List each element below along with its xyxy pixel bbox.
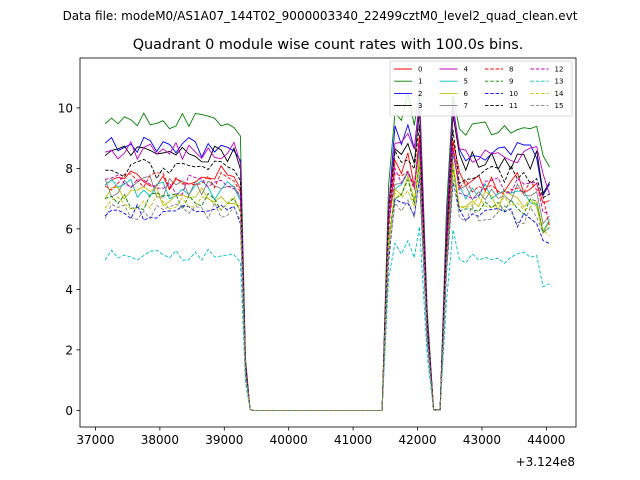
y-tick-label: 4	[65, 283, 73, 297]
x-tick-label: 44000	[527, 433, 565, 447]
legend-label-0: 0	[418, 66, 422, 74]
series-line-11	[105, 124, 550, 411]
y-tick-label: 8	[65, 162, 73, 176]
x-offset-label: +3.124e8	[516, 455, 575, 469]
legend-label-8: 8	[509, 66, 513, 74]
series-line-8	[104, 139, 551, 411]
legend-label-13: 13	[555, 78, 564, 86]
plot-frame	[79, 57, 577, 428]
legend-label-10: 10	[509, 90, 518, 98]
x-tick-label: 37000	[76, 433, 114, 447]
legend-label-15: 15	[555, 102, 564, 110]
y-tick-label: 0	[65, 404, 73, 418]
x-tick-label: 40000	[270, 433, 308, 447]
series-line-14	[104, 164, 550, 411]
x-axis: 37000 38000 39000 40000 41000 42000 43000 44000	[76, 427, 565, 447]
legend-label-9: 9	[509, 78, 513, 86]
x-tick-label: 43000	[463, 433, 501, 447]
legend-label-2: 2	[418, 90, 422, 98]
legend-label-12: 12	[555, 66, 564, 74]
data-file-suptitle: Data file: modeM0/AS1A07_144T02_90000033…	[63, 9, 578, 23]
chart-title: Quadrant 0 module wise count rates with …	[133, 37, 524, 53]
legend-label-4: 4	[464, 66, 469, 74]
series-line-15	[104, 174, 550, 411]
legend-label-5: 5	[464, 78, 468, 86]
x-tick-label: 39000	[205, 433, 243, 447]
x-tick-label: 42000	[398, 433, 436, 447]
legend-label-7: 7	[464, 102, 468, 110]
x-tick-label: 38000	[141, 433, 179, 447]
legend-label-14: 14	[555, 90, 564, 98]
y-tick-label: 10	[58, 101, 73, 115]
y-tick-label: 2	[65, 343, 73, 357]
legend-label-6: 6	[464, 90, 469, 98]
y-tick-label: 6	[65, 222, 73, 236]
legend-label-11: 11	[509, 102, 518, 110]
series-line-13	[104, 226, 550, 411]
series-lines	[104, 89, 551, 411]
y-axis: 0 2 4 6 8 10	[58, 101, 80, 418]
legend-label-1: 1	[418, 78, 422, 86]
legend-box	[389, 60, 573, 117]
x-tick-label: 41000	[334, 433, 372, 447]
legend-label-3: 3	[418, 102, 422, 110]
